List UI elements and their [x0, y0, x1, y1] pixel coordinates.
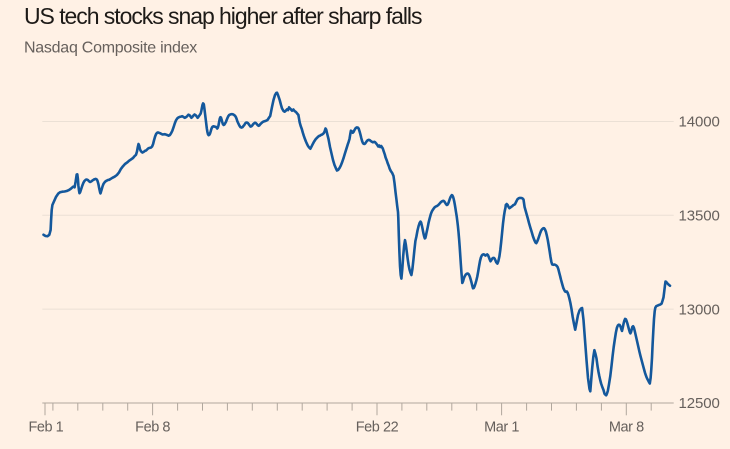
- svg-text:13000: 13000: [679, 301, 720, 318]
- svg-text:Feb 8: Feb 8: [135, 420, 170, 436]
- svg-text:12500: 12500: [679, 395, 720, 412]
- svg-text:Nasdaq Composite index: Nasdaq Composite index: [24, 40, 197, 57]
- svg-text:13500: 13500: [679, 208, 720, 225]
- svg-text:Mar 1: Mar 1: [484, 420, 519, 436]
- svg-text:Feb 22: Feb 22: [356, 420, 399, 436]
- svg-text:Mar 8: Mar 8: [609, 420, 644, 436]
- svg-text:14000: 14000: [679, 114, 720, 131]
- svg-text:Feb 1: Feb 1: [28, 420, 63, 436]
- svg-text:US tech stocks snap higher aft: US tech stocks snap higher after sharp f…: [24, 3, 422, 29]
